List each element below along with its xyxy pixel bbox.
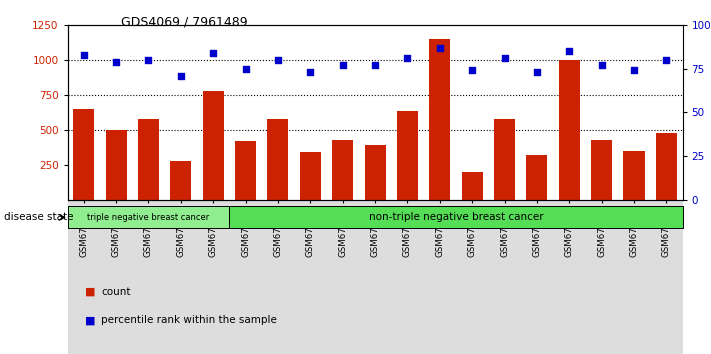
- Bar: [267, 119, 289, 200]
- Text: count: count: [101, 287, 130, 297]
- Bar: [73, 109, 95, 200]
- Bar: [526, 155, 547, 200]
- Text: GDS4069 / 7961489: GDS4069 / 7961489: [121, 16, 247, 29]
- Bar: [494, 119, 515, 200]
- Bar: [591, 140, 612, 200]
- Bar: [230, 206, 683, 228]
- Point: [629, 68, 640, 73]
- Bar: [397, 111, 418, 200]
- Bar: [520, 200, 553, 354]
- Point: [466, 68, 478, 73]
- Bar: [230, 200, 262, 354]
- Bar: [165, 200, 197, 354]
- Bar: [359, 200, 391, 354]
- Point: [240, 66, 251, 72]
- Point: [434, 45, 446, 50]
- Point: [564, 48, 575, 54]
- Bar: [332, 140, 353, 200]
- Point: [337, 62, 348, 68]
- Text: ■: ■: [85, 315, 96, 325]
- Bar: [294, 200, 326, 354]
- Bar: [488, 200, 520, 354]
- Bar: [197, 200, 230, 354]
- Point: [143, 57, 154, 63]
- Bar: [326, 200, 359, 354]
- Bar: [429, 40, 450, 200]
- Bar: [300, 152, 321, 200]
- Bar: [624, 151, 645, 200]
- Bar: [68, 206, 230, 228]
- Bar: [365, 145, 385, 200]
- Point: [531, 69, 542, 75]
- Bar: [235, 141, 256, 200]
- Bar: [424, 200, 456, 354]
- Bar: [171, 161, 191, 200]
- Bar: [553, 200, 585, 354]
- Point: [175, 73, 186, 79]
- Text: non-triple negative breast cancer: non-triple negative breast cancer: [369, 212, 543, 222]
- Bar: [461, 172, 483, 200]
- Bar: [391, 200, 424, 354]
- Bar: [656, 133, 677, 200]
- Bar: [105, 130, 127, 200]
- Bar: [100, 200, 132, 354]
- Bar: [559, 60, 579, 200]
- Point: [304, 69, 316, 75]
- Point: [208, 50, 219, 56]
- Bar: [203, 91, 224, 200]
- Point: [661, 57, 672, 63]
- Text: ■: ■: [85, 287, 96, 297]
- Text: triple negative breast cancer: triple negative breast cancer: [87, 213, 210, 222]
- Point: [110, 59, 122, 64]
- Bar: [68, 200, 100, 354]
- Text: percentile rank within the sample: percentile rank within the sample: [101, 315, 277, 325]
- Bar: [138, 119, 159, 200]
- Point: [596, 62, 607, 68]
- Point: [499, 55, 510, 61]
- Bar: [456, 200, 488, 354]
- Text: disease state: disease state: [4, 212, 73, 222]
- Point: [272, 57, 284, 63]
- Point: [78, 52, 90, 57]
- Point: [370, 62, 381, 68]
- Bar: [132, 200, 165, 354]
- Bar: [650, 200, 683, 354]
- Bar: [618, 200, 650, 354]
- Bar: [585, 200, 618, 354]
- Point: [402, 55, 413, 61]
- Bar: [262, 200, 294, 354]
